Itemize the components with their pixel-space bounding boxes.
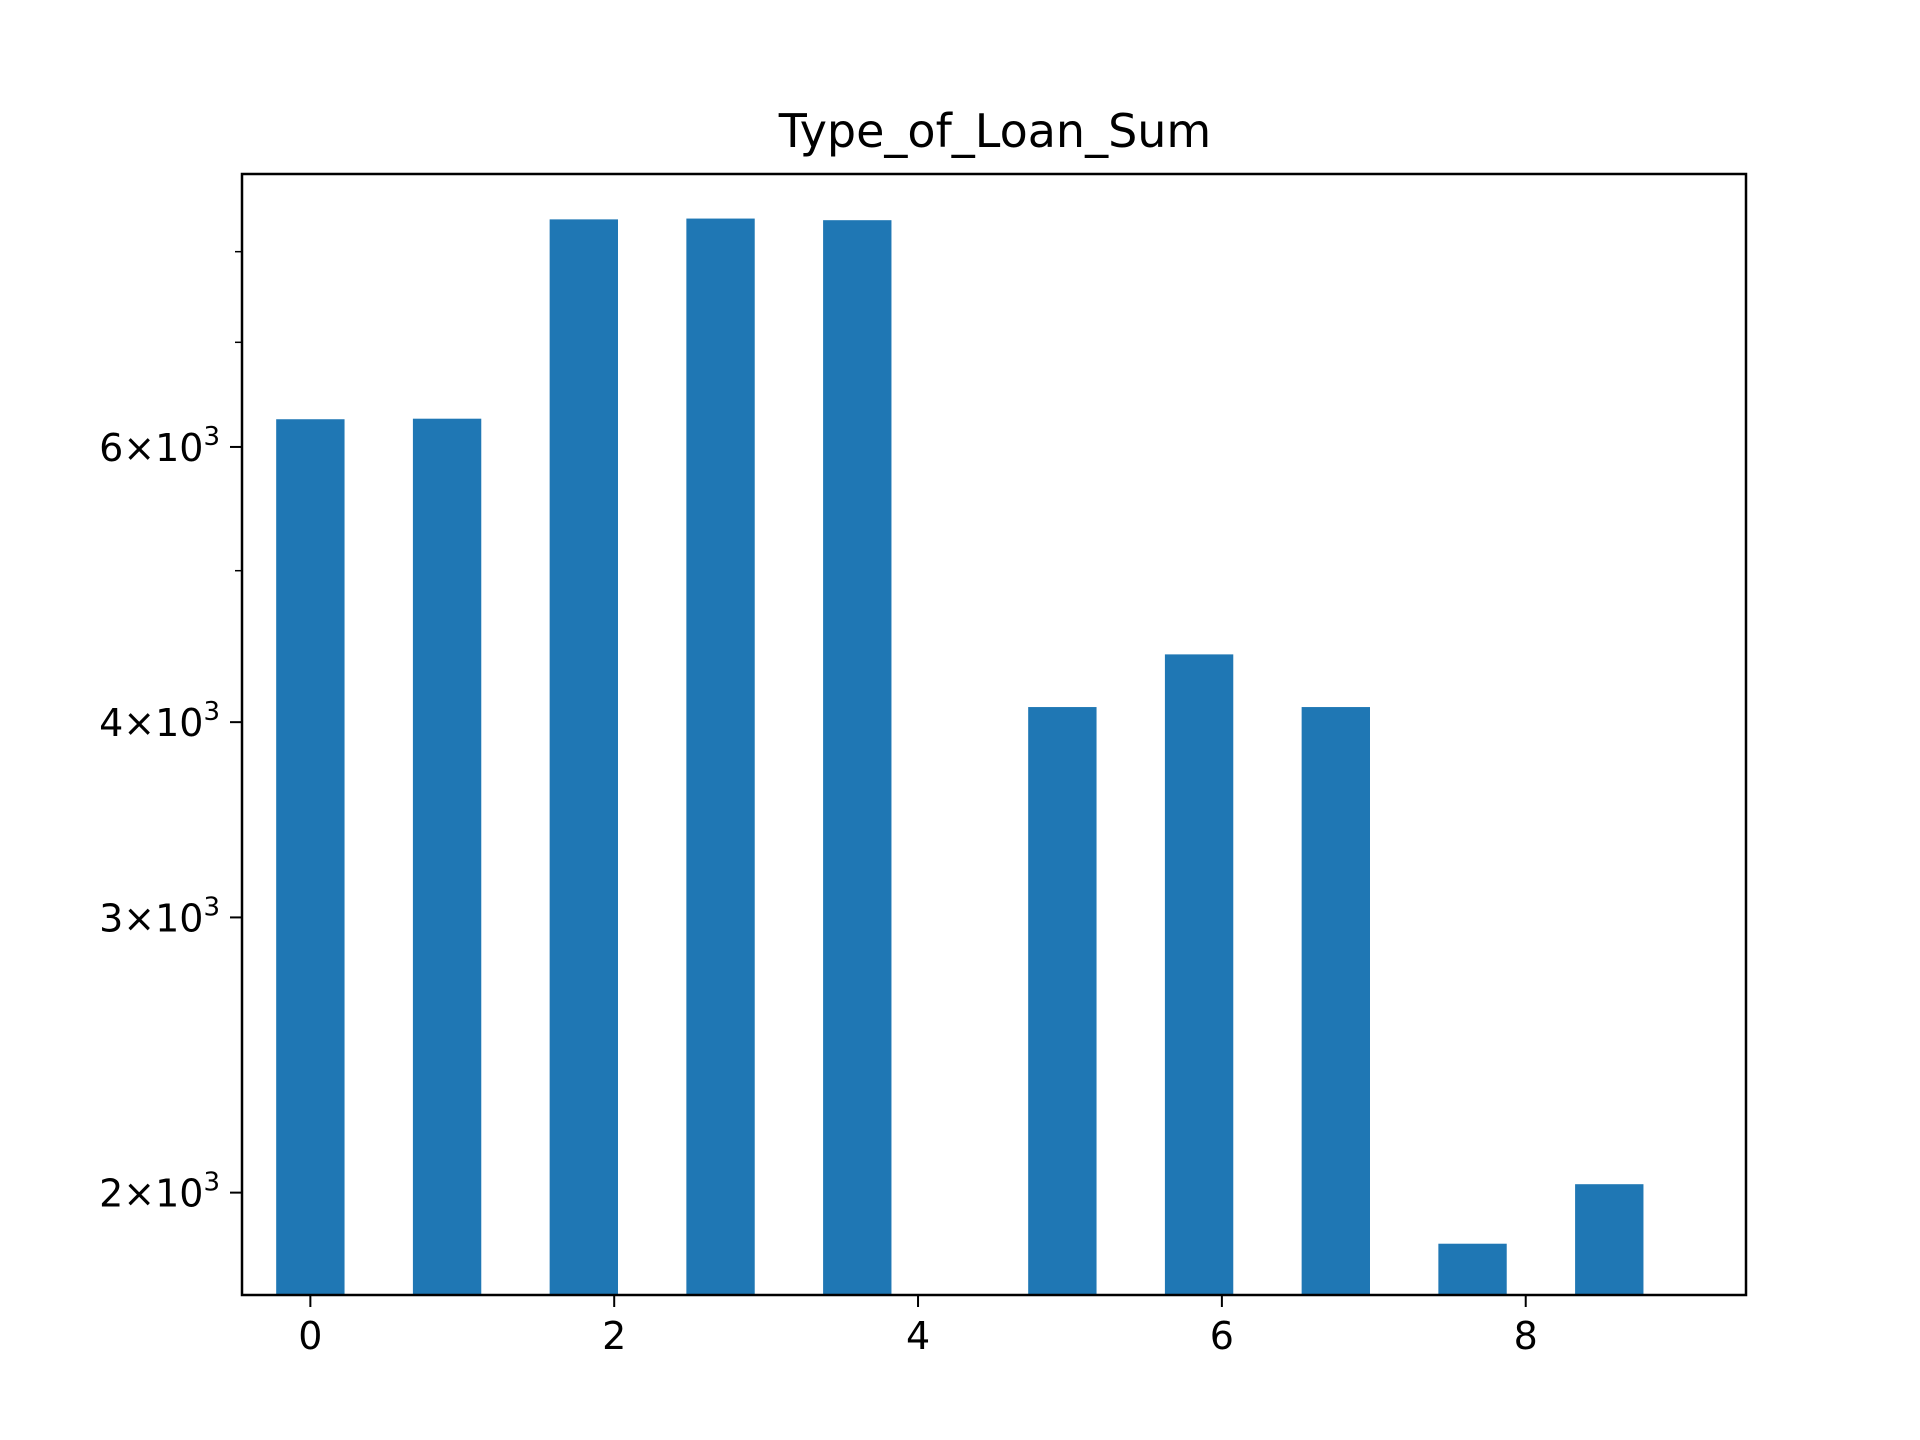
y-axis: 2×103 3×103 4×103 6×103 [99, 250, 242, 1216]
x-tick-label: 0 [298, 1314, 322, 1358]
bar [823, 220, 892, 1295]
x-tick-label: 2 [602, 1314, 626, 1358]
bar [1028, 707, 1097, 1295]
x-tick-label: 4 [906, 1314, 930, 1358]
bar [686, 218, 755, 1295]
x-tick-label: 8 [1514, 1314, 1538, 1358]
bar [276, 419, 345, 1295]
bar [1164, 654, 1234, 1295]
x-tick-label: 6 [1210, 1314, 1234, 1358]
x-axis: 0 2 4 6 8 [298, 1295, 1538, 1358]
bar [549, 219, 618, 1296]
bar [412, 418, 482, 1295]
y-tick-label: 3×103 [99, 892, 220, 940]
plot-frame [240, 172, 1748, 1297]
y-tick-label: 4×103 [99, 697, 220, 745]
bar [1575, 1184, 1644, 1295]
y-tick-label: 6×103 [99, 422, 220, 470]
chart-title: Type_of_Loan_Sum [778, 104, 1211, 158]
bars-group [276, 218, 1644, 1296]
bar [1301, 707, 1370, 1295]
bar [1438, 1243, 1507, 1295]
y-tick-label: 2×103 [99, 1168, 220, 1216]
